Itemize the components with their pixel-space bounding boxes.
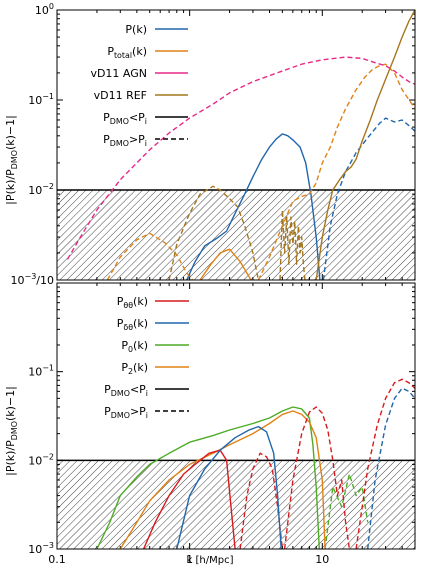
shaded-region — [57, 190, 415, 280]
legend-label: vD11 REF — [94, 89, 147, 102]
plot-frame — [56, 282, 416, 550]
series-line — [176, 425, 282, 549]
legend-label: PDMO​<Pi​ — [103, 111, 147, 126]
bottom-panel: 10−1 10−2 10−30.1 1 10 |P(k)/PDMO​(k)−1| k [h/… — [4, 282, 416, 566]
series-line — [315, 10, 415, 280]
y-axis-label: |P(k)/PDMO​(k)−1| — [4, 115, 19, 205]
series-line — [283, 406, 351, 549]
series-line — [279, 209, 306, 280]
legend-label: PDMO​>Pi​ — [104, 405, 148, 420]
series-line — [367, 387, 415, 549]
y-tick-label: 10−3/10 — [11, 272, 55, 287]
series-line — [322, 117, 415, 280]
y-tick-label: 10−1 — [28, 364, 54, 379]
series-line — [199, 248, 252, 280]
legend-label: P(k) — [125, 23, 147, 36]
series-line — [355, 378, 415, 549]
y-tick-label: 100 — [35, 2, 54, 17]
series-line — [186, 133, 321, 280]
legend-label: vD11 AGN — [90, 67, 147, 80]
series-line — [257, 63, 415, 280]
y-tick-label: 10−2 — [28, 452, 54, 467]
y-tick-label: 10−1 — [28, 92, 54, 107]
legend-label: PDMO​<Pi​ — [104, 383, 148, 398]
series-line — [106, 232, 194, 280]
legend-label: Ptotal​(k) — [107, 45, 147, 60]
x-tick-label: 10 — [315, 553, 329, 566]
legend: Pθθ​(k) Pδθ​(k) P0​(k) P2​(k) PDMO​<Pi​ PDMO​… — [104, 295, 189, 420]
legend-label: Pδθ​(k) — [117, 317, 148, 332]
x-tick-label: 1 — [186, 553, 193, 566]
y-tick-label: 10−2 — [28, 182, 54, 197]
x-tick-label: 0.1 — [48, 553, 66, 566]
shaded-region — [57, 460, 415, 549]
legend-label: P0​(k) — [121, 339, 148, 354]
y-tick-label: 10−3 — [28, 541, 54, 556]
y-axis-label: |P(k)/PDMO​(k)−1| — [4, 386, 19, 476]
legend: P(k) Ptotal​(k) vD11 AGN vD11 REF PDMO​<Pi​ P… — [90, 23, 188, 148]
top-panel: 10010−110−210−3/10|P(k)/PDMO​(k)−1|P(k)P… — [4, 2, 416, 287]
legend-label: P2​(k) — [121, 361, 148, 376]
series-line — [239, 452, 284, 549]
legend-label: PDMO​>Pi​ — [103, 133, 147, 148]
series-line — [168, 185, 260, 280]
legend-label: Pθθ​(k) — [117, 295, 148, 310]
plot-frame — [56, 9, 416, 281]
series-line — [142, 449, 236, 549]
x-axis-label: k [h/Mpc] — [187, 555, 234, 566]
